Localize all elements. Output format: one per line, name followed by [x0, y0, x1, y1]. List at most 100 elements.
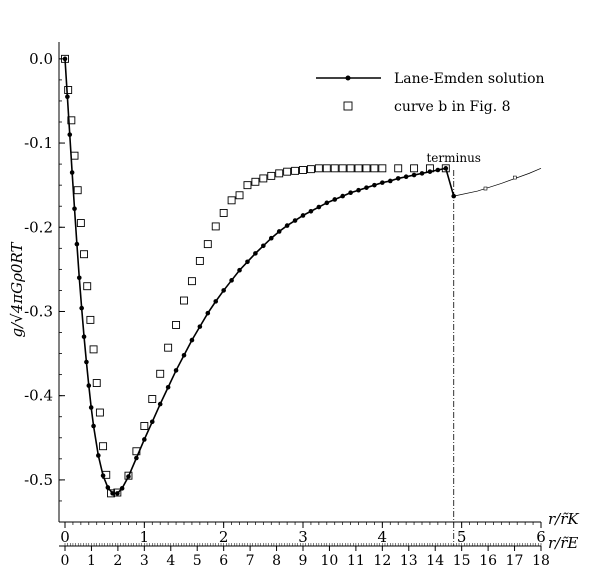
legend-label-curve-b: curve b in Fig. 8 [394, 99, 511, 115]
lane-emden-point [65, 94, 70, 100]
x-primary-tick-label: 0 [60, 528, 70, 546]
lane-emden-point [72, 206, 77, 212]
lane-emden-point [142, 437, 147, 442]
series-layer [61, 54, 542, 498]
lane-emden-point [261, 243, 266, 249]
x-primary-tick-label: 1 [140, 528, 150, 546]
legend-square-swatch [343, 101, 353, 111]
lane-emden-point [245, 259, 250, 265]
x-axis-secondary-label: r/r̃E [548, 534, 578, 552]
curve-b-point [227, 196, 236, 205]
curve-b-point [99, 442, 108, 451]
y-tick-label: -0.5 [24, 471, 53, 489]
lane-emden-point [126, 474, 131, 479]
y-axis: 0.0 -0.1 -0.2 -0.3 -0.4 -0.5 [24, 50, 65, 502]
x-secondary-tick-label: 17 [506, 553, 524, 569]
curve-b-point [394, 164, 403, 173]
curve-b-point [95, 408, 104, 417]
curve-b-point [89, 345, 98, 354]
curve-b-point [164, 343, 173, 352]
lane-emden-point [387, 178, 393, 184]
curve-b-point [267, 171, 276, 180]
lane-emden-point [76, 275, 82, 281]
lane-emden-point [340, 193, 345, 199]
x-axis-secondary: 0 1 2 3 4 5 6 7 8 9 10 11 12 13 14 15 16 17 18 [61, 543, 550, 569]
legend: Lane-Emden solution curve b in Fig. 8 [316, 71, 545, 115]
curve-b-point [259, 174, 268, 183]
lane-emden-point [435, 167, 441, 173]
lane-emden-point [105, 485, 111, 490]
lane-emden-point [364, 185, 369, 190]
x-primary-tick-label: 4 [378, 528, 388, 546]
lane-emden-line [64, 58, 455, 495]
y-axis-label: g/√4πGρ0RT [8, 242, 26, 338]
curve-b-point [92, 379, 101, 388]
curve-b-point [140, 422, 149, 430]
lane-emden-point [253, 251, 258, 256]
curve-b-point [148, 395, 157, 404]
curve-b-point [314, 164, 323, 173]
curve-b-point [86, 315, 95, 324]
lane-emden-point [268, 235, 274, 241]
curve-b-point [156, 369, 165, 378]
y-tick-label: -0.2 [24, 218, 53, 236]
curve-b-point [425, 164, 434, 173]
curve-b-point [378, 164, 387, 173]
curve-b-point [235, 191, 244, 200]
curve-b-point [83, 282, 92, 291]
lane-emden-point [276, 229, 282, 234]
curve-b-point [180, 296, 188, 305]
curve-b-point [299, 166, 307, 174]
curve-b-point [410, 164, 419, 173]
lane-emden-point [74, 241, 80, 247]
curve-b-point [132, 447, 141, 456]
x-primary-tick-label: 6 [536, 528, 546, 546]
lane-emden-point [86, 383, 92, 388]
x-secondary-tick-label: 1 [87, 553, 96, 569]
curve-b-point [80, 250, 88, 259]
y-axis-label-text: g/√4πGρ0RT [8, 242, 26, 338]
y-tick-label: -0.3 [24, 302, 53, 320]
continuation-marker [483, 186, 488, 191]
curve-b-point [441, 164, 450, 173]
y-tick-label: 0.0 [29, 50, 53, 68]
lane-emden-point [165, 384, 171, 390]
lane-emden-point [300, 213, 306, 218]
lane-emden-point [91, 423, 96, 429]
lane-emden-point [316, 204, 322, 210]
curve-b-point [172, 320, 181, 329]
terminus-label: terminus [426, 151, 481, 165]
x-secondary-tick-label: 5 [193, 553, 202, 569]
curve-b-point [73, 186, 82, 195]
curve-b-point [283, 167, 292, 176]
lane-emden-point [181, 352, 187, 358]
x-secondary-tick-label: 2 [113, 553, 122, 569]
lane-emden-point [443, 166, 449, 171]
curve-b-point [243, 181, 252, 190]
x-secondary-tick-label: 12 [373, 553, 391, 569]
curve-b-point [211, 222, 220, 231]
lane-emden-point [96, 453, 101, 458]
lane-emden-point [348, 190, 353, 196]
curve-b-point [370, 164, 379, 173]
curve-b-point [338, 164, 347, 173]
curve-b-point [219, 208, 228, 217]
x-secondary-tick-label: 15 [453, 553, 471, 569]
curve-b-point [195, 256, 204, 265]
lane-emden-point [173, 368, 179, 373]
y-tick-label: -0.1 [24, 134, 53, 152]
curve-b-point [76, 219, 85, 228]
continuation-line [453, 167, 542, 197]
x-secondary-tick-label: 13 [400, 553, 418, 569]
lane-emden-point [81, 334, 87, 340]
x-primary-tick-label: 5 [457, 528, 467, 546]
lane-emden-point [284, 223, 290, 228]
lane-emden-point [213, 299, 219, 304]
lane-emden-point [395, 176, 401, 181]
x-secondary-tick-label: 10 [321, 553, 339, 569]
lane-emden-point [372, 182, 377, 188]
curve-b-point [346, 164, 355, 173]
curve-b-point [306, 165, 315, 174]
curve-b-point [67, 116, 76, 125]
